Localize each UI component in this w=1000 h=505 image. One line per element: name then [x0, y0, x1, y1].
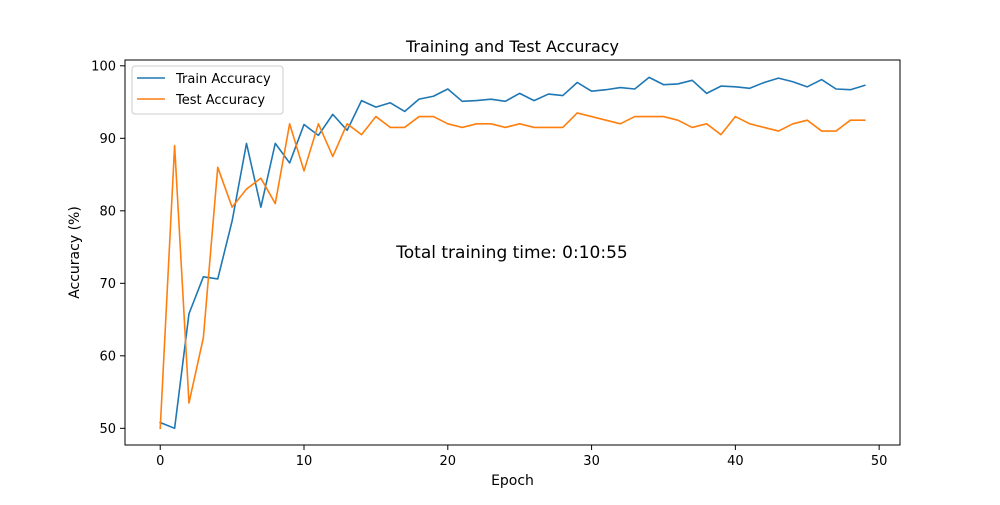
x-axis-label: Epoch	[491, 473, 534, 489]
y-tick-label: 90	[99, 132, 116, 147]
y-tick-label: 70	[99, 277, 116, 292]
x-tick-label: 0	[156, 454, 164, 469]
y-tick-label: 100	[91, 59, 116, 74]
x-tick-label: 50	[871, 454, 888, 469]
chart-title: Training and Test Accuracy	[405, 37, 619, 56]
y-tick-label: 60	[99, 349, 116, 364]
legend: Train Accuracy Test Accuracy	[132, 66, 283, 114]
y-tick-label: 50	[99, 422, 116, 437]
training-time-annotation: Total training time: 0:10:55	[395, 243, 627, 263]
x-tick-label: 10	[296, 454, 313, 469]
x-tick-label: 20	[440, 454, 457, 469]
legend-label-test: Test Accuracy	[175, 93, 265, 108]
y-tick-label: 80	[99, 204, 116, 219]
legend-label-train: Train Accuracy	[175, 72, 271, 87]
y-axis-label: Accuracy (%)	[67, 206, 83, 299]
x-tick-label: 40	[727, 454, 744, 469]
x-tick-label: 30	[583, 454, 600, 469]
